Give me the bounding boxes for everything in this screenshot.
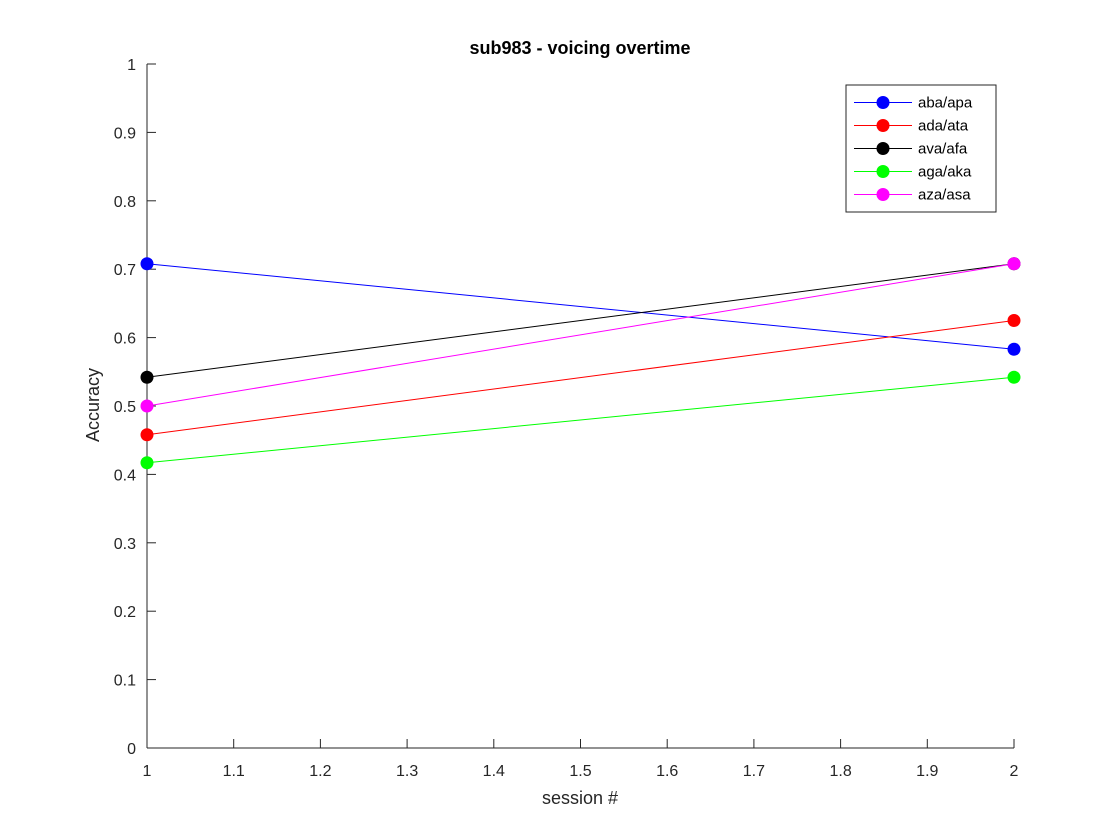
series-line [146, 263, 1015, 407]
chart-title: sub983 - voicing overtime [469, 38, 690, 58]
data-point [1007, 257, 1021, 271]
y-tick-label: 0 [127, 741, 136, 758]
legend-item: aga/aka [854, 164, 972, 181]
y-tick-label: 1 [127, 57, 136, 74]
x-tick-label: 1.7 [743, 763, 765, 780]
x-tick-label: 1.8 [829, 763, 851, 780]
data-point [140, 370, 154, 384]
y-tick-label: 0.3 [114, 536, 136, 553]
legend-item: ada/ata [854, 118, 969, 135]
legend-label: aga/aka [918, 164, 972, 181]
series-group [140, 257, 1021, 470]
y-tick-label: 0.9 [114, 125, 136, 142]
x-tick-label: 1.5 [569, 763, 591, 780]
x-tick-label: 1 [143, 763, 152, 780]
data-point [140, 399, 154, 413]
data-point [1007, 314, 1021, 327]
series-line [146, 263, 1015, 378]
series-line [146, 263, 1015, 350]
x-tick-label: 1.3 [396, 763, 418, 780]
x-tick-label: 2 [1010, 763, 1019, 780]
data-point [1007, 370, 1021, 384]
y-tick-label: 0.4 [114, 467, 136, 484]
data-point [140, 257, 154, 271]
series-line [146, 376, 1015, 464]
legend: aba/apa ada/ata ava/afa aga/aka aza/asa [845, 84, 997, 213]
y-tick-label: 0.1 [114, 673, 136, 690]
legend-item: aza/asa [854, 187, 971, 204]
y-tick-label: 0.5 [114, 399, 136, 416]
series-aba-apa [140, 257, 1021, 356]
x-axis-label: session # [542, 788, 618, 808]
legend-item: ava/afa [854, 141, 968, 158]
x-tick-label: 1.4 [483, 763, 505, 780]
axes: 1 1.1 1.2 1.3 1.4 1.5 1.6 1.7 1.8 1.9 2 0 0.1 0.2 0.3 0… [114, 57, 1019, 780]
series-line [146, 320, 1015, 436]
y-tick-label: 0.7 [114, 262, 136, 279]
y-tick-label: 0.2 [114, 604, 136, 621]
legend-label: ava/afa [918, 141, 968, 158]
data-point [1007, 342, 1021, 356]
legend-marker [876, 96, 890, 109]
legend-label: aba/apa [918, 95, 973, 112]
data-point [140, 428, 154, 442]
x-tick-label: 1.9 [916, 763, 938, 780]
y-axis-label: Accuracy [83, 368, 103, 442]
x-tick-label: 1.6 [656, 763, 678, 780]
x-tick-label: 1.2 [309, 763, 331, 780]
legend-item: aba/apa [854, 95, 973, 112]
y-tick-label: 0.8 [114, 194, 136, 211]
series-aga-aka [140, 370, 1021, 470]
legend-label: aza/asa [918, 187, 971, 204]
legend-marker [876, 119, 890, 132]
series-ada-ata [140, 314, 1021, 442]
legend-marker [876, 188, 890, 201]
x-tick-label: 1.1 [223, 763, 245, 780]
legend-marker [876, 142, 890, 155]
legend-label: ada/ata [918, 118, 969, 135]
y-tick-label: 0.6 [114, 331, 136, 348]
series-aza-asa [140, 257, 1021, 413]
data-point [140, 456, 154, 470]
legend-marker [876, 165, 890, 178]
